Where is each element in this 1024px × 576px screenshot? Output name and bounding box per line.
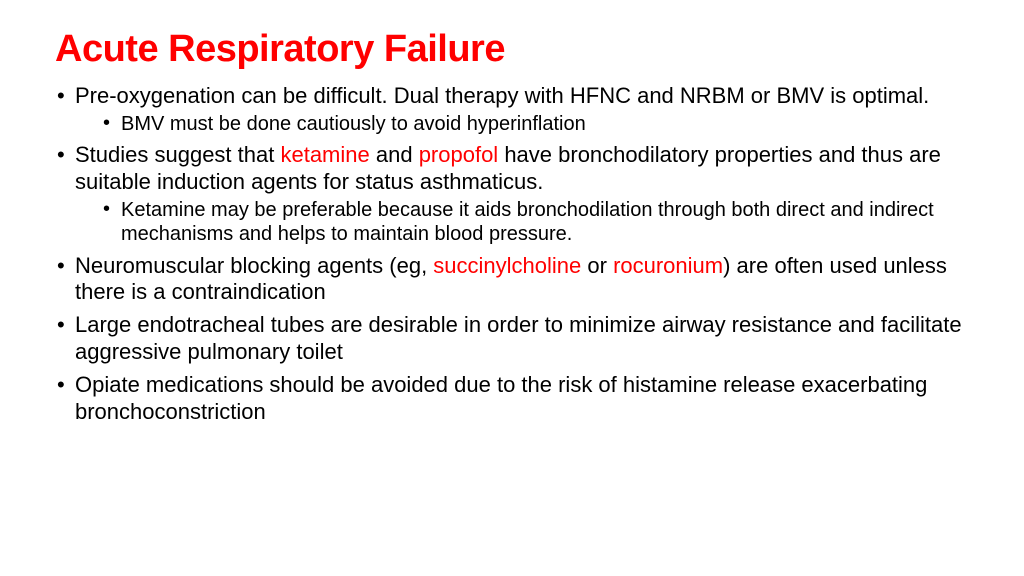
list-item: Large endotracheal tubes are desirable i… xyxy=(55,312,969,366)
list-item: Pre-oxygenation can be difficult. Dual t… xyxy=(55,83,969,136)
text-run: or xyxy=(581,253,613,278)
text-run: Studies suggest that xyxy=(75,142,280,167)
bullet-list: Pre-oxygenation can be difficult. Dual t… xyxy=(55,83,969,426)
bullet-text: Pre-oxygenation can be difficult. Dual t… xyxy=(75,83,969,110)
list-item: Studies suggest that ketamine and propof… xyxy=(55,142,969,246)
list-item: BMV must be done cautiously to avoid hyp… xyxy=(101,112,969,136)
list-item: Opiate medications should be avoided due… xyxy=(55,372,969,426)
list-item: Ketamine may be preferable because it ai… xyxy=(101,198,969,247)
bullet-text: Studies suggest that ketamine and propof… xyxy=(75,142,969,196)
slide-title: Acute Respiratory Failure xyxy=(55,28,969,71)
bullet-text: Neuromuscular blocking agents (eg, succi… xyxy=(75,253,969,307)
sub-list: Ketamine may be preferable because it ai… xyxy=(75,198,969,247)
bullet-text: BMV must be done cautiously to avoid hyp… xyxy=(121,112,969,136)
highlight-term: succinylcholine xyxy=(433,253,581,278)
bullet-text: Opiate medications should be avoided due… xyxy=(75,372,969,426)
highlight-term: rocuronium xyxy=(613,253,723,278)
slide: Acute Respiratory Failure Pre-oxygenatio… xyxy=(0,0,1024,576)
list-item: Neuromuscular blocking agents (eg, succi… xyxy=(55,253,969,307)
bullet-text: Ketamine may be preferable because it ai… xyxy=(121,198,969,247)
text-run: Neuromuscular blocking agents (eg, xyxy=(75,253,433,278)
bullet-text: Large endotracheal tubes are desirable i… xyxy=(75,312,969,366)
text-run: and xyxy=(370,142,419,167)
highlight-term: propofol xyxy=(419,142,499,167)
sub-list: BMV must be done cautiously to avoid hyp… xyxy=(75,112,969,136)
highlight-term: ketamine xyxy=(280,142,369,167)
